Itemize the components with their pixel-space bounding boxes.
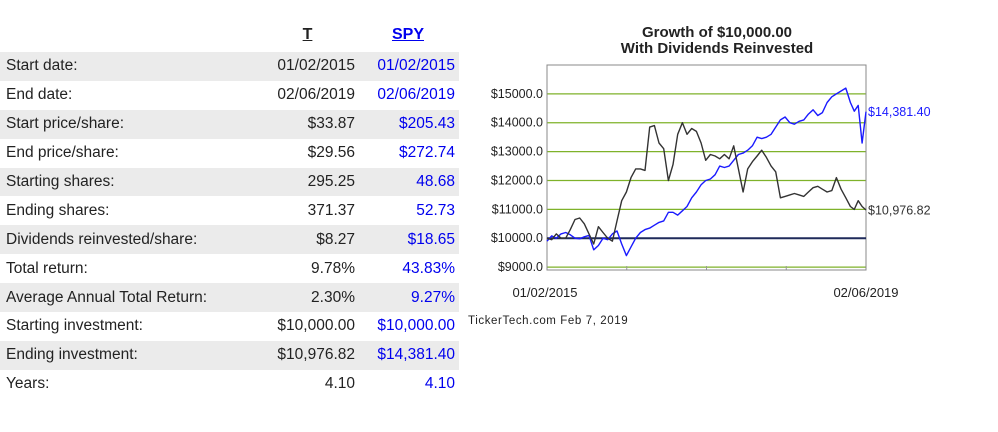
comparison-table: T SPY Start date: 01/02/2015 01/02/2015 End… [0, 18, 459, 399]
t-value: $33.87 [258, 109, 357, 139]
table-row: Start date: 01/02/2015 01/02/2015 [0, 52, 459, 81]
x-tick-label: 02/06/2019 [833, 285, 898, 300]
row-label: Dividends reinvested/share: [0, 225, 258, 255]
tickertech-credit: TickerTech.com Feb 7, 2019 [468, 315, 628, 327]
plot-border [546, 64, 867, 271]
row-label: Start date: [0, 52, 258, 81]
table-row: Start price/share: $33.87 $205.43 [0, 109, 459, 139]
t-value: 4.10 [324, 375, 355, 393]
x-axis-ticks: 01/02/2015 02/06/2019 [512, 285, 898, 300]
series-layer [546, 87, 867, 257]
t-value: $8.27 [258, 225, 357, 255]
spy-value: 4.10 [424, 375, 455, 393]
y-tick-label: $14000.0 [491, 116, 543, 130]
t-value: 295.25 [258, 167, 357, 197]
table-row: Ending investment: $10,976.82 $14,381.40 [0, 340, 459, 370]
row-label: Ending shares: [6, 201, 110, 219]
y-tick-label: $11000.0 [492, 202, 543, 216]
t-value: 2.30% [258, 283, 357, 313]
end-value-label: $10,976.82 [868, 204, 931, 218]
y-axis-ticks: $9000.0 $10000.0 $11000.0 $12000.0 $13000.0 $… [491, 87, 543, 274]
chart-subtitle: With Dividends Reinvested [621, 40, 813, 57]
table-row: End date: 02/06/2019 02/06/2019 [0, 81, 459, 110]
row-label: Starting shares: [0, 167, 258, 197]
t-value: $10,000.00 [277, 317, 355, 335]
t-value: $10,976.82 [258, 340, 357, 370]
y-tick-label: $12000.0 [491, 173, 543, 187]
row-label: Total return: [6, 259, 88, 277]
row-label: Ending investment: [0, 340, 258, 370]
series-line-spy [546, 87, 867, 257]
spy-value: 52.73 [416, 201, 455, 219]
x-tick-label: 01/02/2015 [512, 285, 577, 300]
table-row: Starting shares: 295.25 48.68 [0, 167, 459, 197]
spy-value: 43.83% [402, 259, 455, 277]
table-row: Years: 4.10 4.10 [0, 370, 459, 399]
t-value: $29.56 [307, 144, 355, 162]
t-value: 9.78% [311, 259, 355, 277]
row-label: Starting investment: [6, 317, 143, 335]
y-tick-label: $15000.0 [491, 87, 543, 101]
row-label: Average Annual Total Return: [0, 283, 258, 313]
table-row: Starting investment: $10,000.00 $10,000.00 [0, 312, 459, 341]
table-body: Start date: 01/02/2015 01/02/2015 End date:… [0, 52, 459, 399]
spy-value: 02/06/2019 [377, 86, 455, 104]
table-row: Dividends reinvested/share: $8.27 $18.65 [0, 225, 459, 255]
t-value: 371.37 [307, 201, 355, 219]
spy-value: 01/02/2015 [357, 52, 459, 81]
end-value-label: $14,381.40 [868, 105, 931, 119]
spy-value: $10,000.00 [377, 317, 455, 335]
grid-layer [547, 93, 866, 270]
spy-value: $18.65 [357, 225, 459, 255]
spy-value: 48.68 [357, 167, 459, 197]
end-labels: $14,381.40 $10,976.82 [868, 105, 931, 217]
table-row: End price/share: $29.56 $272.74 [0, 139, 459, 168]
spy-value: $205.43 [357, 109, 459, 139]
y-tick-label: $10000.0 [491, 231, 543, 245]
series-line-t [546, 121, 867, 245]
table-row: Ending shares: 371.37 52.73 [0, 196, 459, 225]
row-label: Start price/share: [0, 109, 258, 139]
t-value: 02/06/2019 [277, 86, 355, 104]
spy-value: 9.27% [357, 283, 459, 313]
header-t[interactable]: T [302, 26, 313, 43]
t-value: 01/02/2015 [258, 52, 357, 81]
row-label: End price/share: [6, 144, 119, 162]
table-row: Average Annual Total Return: 2.30% 9.27% [0, 283, 459, 313]
row-label: Years: [6, 375, 50, 393]
y-tick-label: $13000.0 [491, 145, 543, 159]
spy-value: $272.74 [398, 144, 455, 162]
table-header-row: T SPY [0, 18, 459, 52]
row-label: End date: [6, 86, 73, 104]
header-spy[interactable]: SPY [391, 26, 424, 43]
spy-value: $14,381.40 [357, 340, 459, 370]
y-tick-label: $9000.0 [498, 260, 543, 274]
table-row: Total return: 9.78% 43.83% [0, 254, 459, 283]
chart-title: Growth of $10,000.00 [642, 24, 792, 41]
